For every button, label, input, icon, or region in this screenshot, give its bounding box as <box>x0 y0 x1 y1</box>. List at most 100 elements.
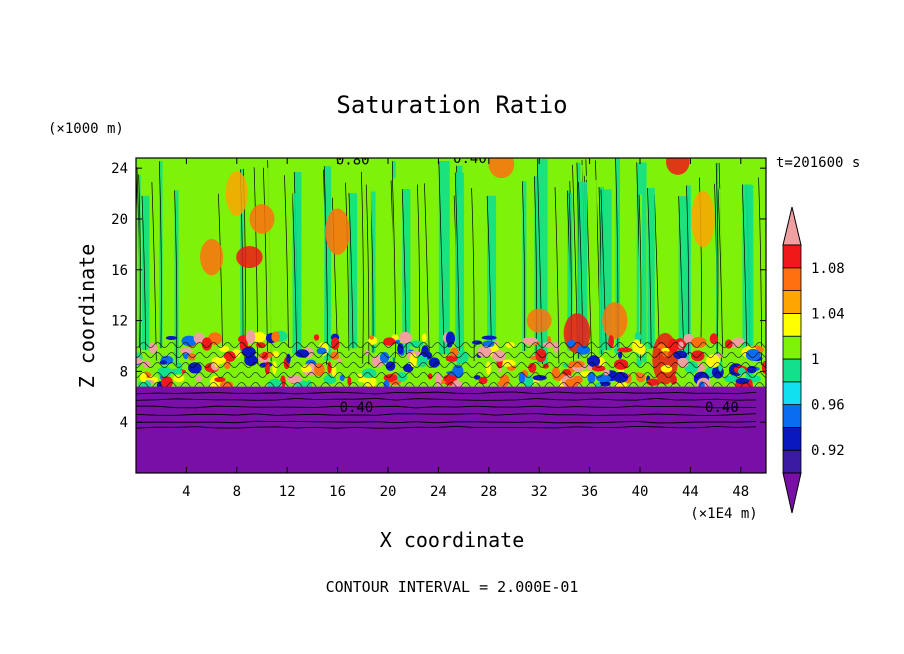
x-axis-ticks: 4 8 12 16 20 24 28 32 36 40 44 48 <box>182 158 749 500</box>
x-tick-label: 28 <box>480 484 497 500</box>
colorbar-tick-label: 0.92 <box>811 443 845 459</box>
contour-line <box>741 184 748 358</box>
x-tick-label: 20 <box>380 484 397 500</box>
x-tick-label: 16 <box>329 484 346 500</box>
field-streak <box>586 179 597 358</box>
field-streak <box>555 187 563 364</box>
field-streak <box>292 193 301 354</box>
vertical-streaks <box>136 158 765 385</box>
colorbar-swatch <box>782 312 802 337</box>
contour-line <box>141 195 147 350</box>
contour-line <box>158 161 162 349</box>
field-streak <box>151 182 161 361</box>
contour-line <box>417 184 420 357</box>
contour-line <box>136 405 757 409</box>
y-tick-label: 8 <box>120 364 128 380</box>
y-tick-label: 12 <box>111 314 128 330</box>
contour-line <box>438 160 445 355</box>
contour-line <box>136 420 757 424</box>
y-tick-label: 24 <box>111 161 128 177</box>
colorbar: 1.08 1.04 1 0.96 0.92 <box>782 206 845 514</box>
supersaturated-patch <box>200 238 224 276</box>
contour-line <box>218 193 223 347</box>
contour-line <box>345 182 350 351</box>
field-streak <box>654 194 665 360</box>
contour-labels: 0.40 0.40 0.80 0.40 <box>336 152 739 416</box>
x-tick-label: 48 <box>732 484 749 500</box>
contour-line <box>717 188 724 355</box>
chart-title: Saturation Ratio <box>336 91 567 119</box>
field-streak <box>138 174 141 348</box>
field-streak <box>392 177 399 358</box>
supersaturated-patch <box>236 246 263 269</box>
contour-line <box>348 193 354 349</box>
x-tick-label: 12 <box>279 484 296 500</box>
y-tick-label: 20 <box>111 212 128 228</box>
contour-line <box>323 166 329 361</box>
contour-line <box>424 183 430 359</box>
x-tick-label: 36 <box>581 484 598 500</box>
colorbar-swatch <box>782 244 802 269</box>
contour-line <box>647 188 652 349</box>
field-streak <box>758 177 765 366</box>
lower-contour-lines <box>136 391 757 429</box>
colorbar-max-arrow <box>782 206 802 246</box>
supersaturated-patch <box>225 170 248 217</box>
contour-line <box>138 174 141 348</box>
contour-line <box>136 425 757 429</box>
field-streak <box>639 194 642 362</box>
field-streak <box>424 183 435 359</box>
field-streak <box>218 193 227 347</box>
field-streak <box>678 196 690 362</box>
supersaturated-patch <box>488 158 515 179</box>
colorbar-swatch <box>782 426 802 451</box>
field-streak <box>471 188 477 362</box>
supersaturated-patch <box>249 204 275 234</box>
plot-frame <box>135 157 767 474</box>
field-streak <box>455 172 465 362</box>
contour-label: 0.80 <box>336 152 370 168</box>
contour-line <box>263 167 268 356</box>
contour-line <box>292 193 297 354</box>
y-unit-label: (×1000 m) <box>48 121 124 137</box>
field-streak <box>487 195 497 356</box>
colorbar-swatch <box>782 449 802 474</box>
field-streak <box>324 166 332 361</box>
contour-label: 0.40 <box>340 400 374 416</box>
lower-layer-field <box>136 386 766 473</box>
contour-line <box>715 163 719 354</box>
x-tick-label: 4 <box>182 484 190 500</box>
time-label: t=201600 s <box>776 155 860 171</box>
x-unit-label: (×1E4 m) <box>690 506 757 522</box>
field-streak <box>348 193 358 349</box>
field-streak <box>332 197 344 359</box>
field-streak <box>578 181 588 348</box>
supersaturated-patch <box>602 302 628 340</box>
x-tick-label: 44 <box>682 484 699 500</box>
x-tick-label: 24 <box>430 484 447 500</box>
colorbar-swatch <box>782 404 802 428</box>
field-streak <box>263 167 272 356</box>
supersaturated-patch <box>666 158 690 175</box>
colorbar-tick-label: 0.96 <box>811 398 845 414</box>
field-streak <box>716 163 719 354</box>
colorbar-swatch <box>782 290 802 314</box>
contour-line <box>284 175 289 348</box>
x-tick-label: 8 <box>233 484 241 500</box>
field-streak <box>366 184 372 365</box>
y-axis-label: Z coordinate <box>75 244 99 389</box>
contour-line <box>136 397 757 401</box>
field-streak <box>718 188 728 355</box>
x-tick-label: 32 <box>531 484 548 500</box>
contour-line <box>534 176 537 358</box>
y-tick-label: 4 <box>120 415 128 431</box>
colorbar-tick-label: 1 <box>811 352 819 368</box>
field-streak <box>345 182 353 351</box>
y-axis-ticks: 4 8 12 16 20 24 <box>111 161 766 431</box>
colorbar-tick-label: 1.04 <box>811 306 845 322</box>
contour-line <box>136 413 757 416</box>
colorbar-swatch <box>782 335 802 360</box>
field-streak <box>141 195 150 350</box>
field-streak <box>699 177 703 347</box>
